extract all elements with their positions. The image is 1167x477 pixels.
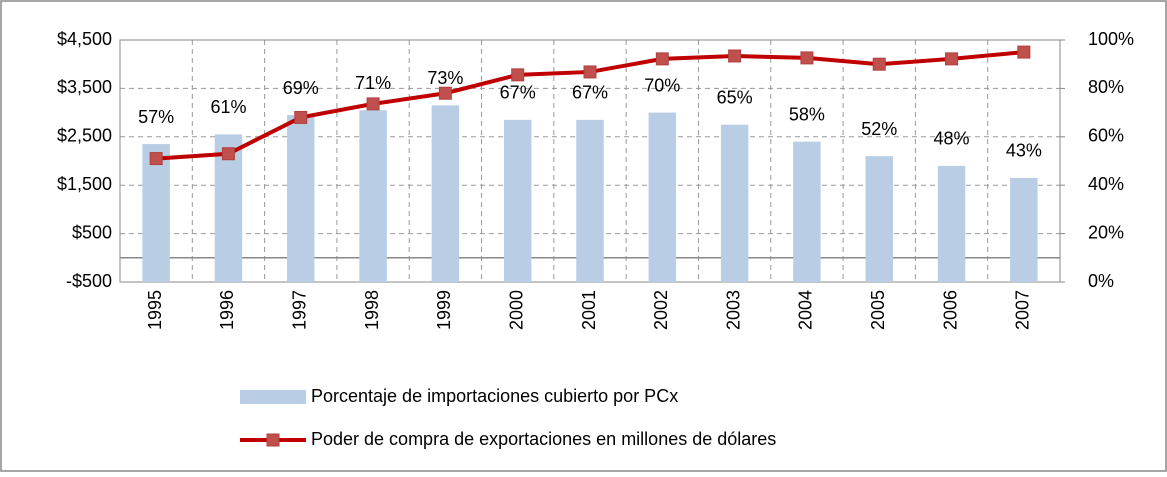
bar	[576, 119, 604, 282]
marker	[728, 49, 742, 63]
bar	[1010, 177, 1038, 282]
data-label: 67%	[500, 83, 536, 103]
marker	[221, 147, 235, 161]
y2-tick-label: 80%	[1088, 77, 1124, 97]
legend-swatch	[240, 390, 306, 404]
x-tick-label: 2001	[579, 290, 599, 330]
legend-label: Poder de compra de exportaciones en mill…	[311, 429, 776, 449]
data-label: 71%	[355, 73, 391, 93]
y2-tick-label: 40%	[1088, 174, 1124, 194]
x-tick-label: 2006	[940, 290, 960, 330]
y-tick-label: $2,500	[57, 126, 112, 146]
data-label: 61%	[210, 97, 246, 117]
y2-tick-label: 60%	[1088, 126, 1124, 146]
y-tick-label: $500	[72, 222, 112, 242]
bar	[793, 141, 821, 282]
data-label: 67%	[572, 83, 608, 103]
bar	[287, 115, 315, 283]
marker	[366, 97, 380, 111]
y-tick-label: $4,500	[57, 29, 112, 49]
bar	[431, 105, 460, 282]
x-tick-label: 2005	[868, 290, 888, 330]
y-tick-label: $3,500	[57, 77, 112, 97]
marker	[149, 152, 163, 166]
legend-marker	[266, 433, 280, 447]
legend-label: Porcentaje de importaciones cubierto por…	[311, 386, 678, 406]
data-label: 73%	[427, 68, 463, 88]
marker	[872, 57, 886, 71]
x-tick-label: 1999	[434, 290, 454, 330]
data-label: 65%	[717, 87, 753, 107]
data-label: 43%	[1006, 141, 1042, 161]
bar	[142, 144, 170, 282]
y2-tick-label: 20%	[1088, 222, 1124, 242]
marker	[1017, 45, 1031, 59]
data-label: 58%	[789, 104, 825, 124]
x-tick-label: 1998	[362, 290, 382, 330]
x-tick-label: 2002	[651, 290, 671, 330]
marker	[438, 86, 452, 100]
marker	[511, 68, 525, 82]
bar	[359, 110, 387, 283]
x-tick-label: 1997	[290, 290, 310, 330]
bar	[865, 156, 893, 282]
y-tick-label: -$500	[66, 271, 112, 291]
data-label: 57%	[138, 107, 174, 127]
bar	[937, 165, 966, 282]
data-label: 48%	[934, 129, 970, 149]
x-tick-label: 2000	[506, 290, 526, 330]
data-label: 52%	[861, 119, 897, 139]
data-label: 70%	[644, 75, 680, 95]
bar	[720, 124, 749, 282]
marker	[294, 110, 308, 124]
x-tick-label: 2003	[723, 290, 743, 330]
marker	[945, 52, 959, 66]
bar	[648, 112, 677, 282]
data-label: 69%	[283, 78, 319, 98]
x-tick-label: 1995	[145, 290, 165, 330]
y2-tick-label: 100%	[1088, 29, 1134, 49]
marker	[800, 51, 814, 65]
bar	[503, 119, 532, 282]
marker	[583, 65, 597, 79]
x-tick-label: 2004	[796, 290, 816, 330]
marker	[655, 52, 669, 66]
x-tick-label: 2007	[1013, 290, 1033, 330]
y2-tick-label: 0%	[1088, 271, 1114, 291]
y-tick-label: $1,500	[57, 174, 112, 194]
x-tick-label: 1996	[217, 290, 237, 330]
